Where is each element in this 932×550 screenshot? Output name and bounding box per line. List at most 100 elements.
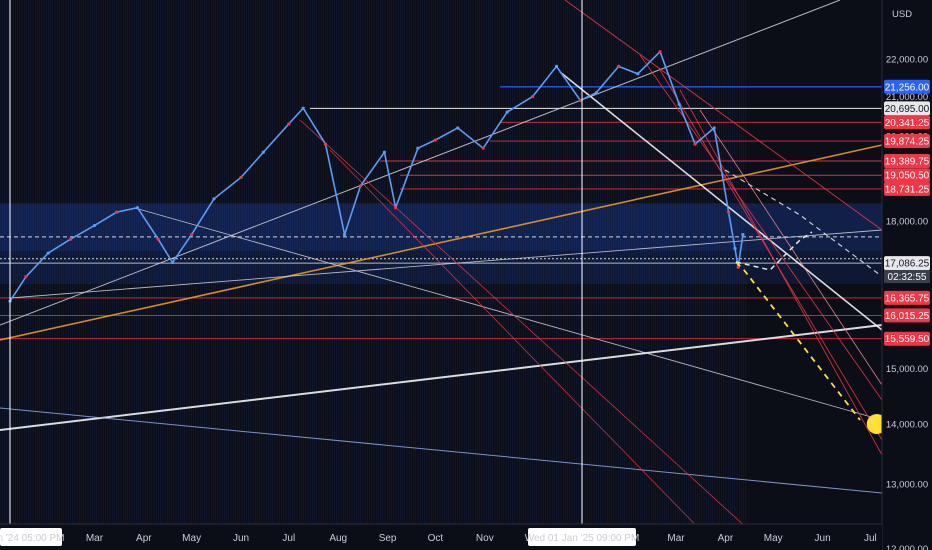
price-point bbox=[578, 98, 583, 103]
price-level-tag: 16,365.75 bbox=[884, 290, 930, 305]
fan-line bbox=[299, 119, 761, 541]
price-point bbox=[24, 275, 28, 279]
price-level-value: 19,389.75 bbox=[885, 156, 930, 167]
price-level-tag-bg bbox=[884, 331, 930, 346]
price-level-tag: 20,695.00 bbox=[884, 101, 930, 116]
price-point bbox=[382, 150, 387, 154]
price-level-tag-bg bbox=[884, 79, 930, 94]
price-level-tag-bg bbox=[884, 101, 930, 116]
countdown-label: 02:32:55 bbox=[888, 272, 927, 283]
time-tick-label: Jul bbox=[282, 533, 295, 544]
price-level-tag: 18,731.25 bbox=[884, 181, 930, 196]
price-level-value: 16,365.75 bbox=[885, 293, 930, 304]
crosshair-lines bbox=[9, 0, 583, 524]
fan-line bbox=[639, 54, 883, 401]
crosshair-time-value: n '24 05:00 PM bbox=[0, 533, 64, 544]
fan-line bbox=[699, 109, 883, 386]
price-point bbox=[301, 106, 305, 110]
price-point bbox=[135, 206, 140, 210]
time-axis[interactable]: Mar Apr May Jun Jul Aug Sep Oct Nov Mar Apr May Jun J… bbox=[0, 523, 882, 550]
time-tick-label: Jul bbox=[864, 533, 877, 544]
price-level-value: 17,086.25 bbox=[885, 259, 930, 270]
price-series bbox=[8, 50, 745, 303]
price-point bbox=[636, 72, 640, 76]
price-axis[interactable]: 22,000.0021,000.0020,000.0018,000.0015,0… bbox=[881, 0, 932, 550]
price-level-tag: 20,341.25 bbox=[884, 115, 930, 130]
support-zone bbox=[0, 250, 882, 285]
price-level-tag-bg bbox=[884, 181, 930, 196]
price-level-tag-bg bbox=[884, 168, 930, 183]
price-level-value: 20,695.00 bbox=[885, 104, 930, 115]
resistance-zone bbox=[0, 203, 882, 251]
price-point bbox=[212, 197, 216, 201]
price-tick-label: 15,000.00 bbox=[886, 364, 928, 375]
time-tick-label: May bbox=[764, 533, 783, 544]
time-tick-label: Mar bbox=[667, 533, 685, 544]
resistance-trendline bbox=[564, 0, 883, 231]
price-level-tag: 19,389.75 bbox=[884, 153, 930, 168]
time-tick-label: Apr bbox=[718, 533, 734, 544]
price-point bbox=[554, 64, 559, 68]
price-point bbox=[617, 64, 621, 68]
price-point bbox=[239, 175, 243, 179]
price-point bbox=[46, 251, 50, 255]
lower-channel-trendline bbox=[0, 407, 883, 494]
price-level-tag: 16,015.25 bbox=[884, 308, 930, 323]
crosshair-time-tag: n '24 05:00 PM bbox=[0, 528, 64, 546]
long-support-trendline bbox=[0, 324, 883, 431]
price-level-tag-bg bbox=[884, 153, 930, 168]
descending-trendline bbox=[134, 207, 883, 421]
price-level-value: 18,731.25 bbox=[885, 184, 930, 195]
fan-line bbox=[329, 149, 721, 550]
currency-label[interactable]: USD bbox=[892, 9, 912, 20]
price-level-value: 19,874.25 bbox=[885, 137, 930, 148]
price-point bbox=[693, 142, 697, 146]
price-point bbox=[92, 223, 97, 228]
projection-path-up bbox=[735, 231, 813, 271]
price-point bbox=[594, 91, 598, 95]
crosshair-time-tag-bg bbox=[528, 528, 636, 546]
price-point bbox=[741, 233, 745, 237]
price-point bbox=[156, 237, 160, 241]
price-point bbox=[712, 126, 716, 130]
price-level-tag: 19,050.50 bbox=[884, 168, 930, 183]
price-level-tag: 19,874.25 bbox=[884, 134, 930, 149]
price-point bbox=[433, 138, 438, 142]
price-point bbox=[736, 265, 740, 269]
price-point bbox=[531, 94, 535, 99]
price-point bbox=[358, 184, 363, 188]
price-point bbox=[677, 102, 681, 106]
price-level-value: 21,256.00 bbox=[885, 82, 930, 93]
price-level-tag: 15,559.50 bbox=[884, 331, 930, 346]
price-tick-label: 18,000.00 bbox=[886, 217, 928, 228]
time-tick-label: Aug bbox=[329, 533, 347, 544]
fan-line bbox=[679, 89, 883, 456]
time-tick-label: Jun bbox=[815, 533, 831, 544]
mid-trendline bbox=[9, 229, 883, 299]
crosshair-time-tag: Wed 01 Jan '25 09:00 PM bbox=[525, 528, 640, 546]
price-point bbox=[505, 110, 509, 114]
trendlines bbox=[0, 0, 883, 550]
price-point bbox=[658, 50, 662, 54]
price-point bbox=[323, 142, 328, 146]
time-tick-label: Mar bbox=[86, 533, 104, 544]
crosshair-time-tag-bg bbox=[0, 528, 62, 546]
price-point bbox=[261, 150, 265, 154]
price-level-value: 19,050.50 bbox=[885, 171, 930, 182]
price-tick-label: 22,000.00 bbox=[886, 55, 928, 66]
crosshair-time-value: Wed 01 Jan '25 09:00 PM bbox=[525, 533, 640, 544]
price-tick-label: 12,000.00 bbox=[886, 544, 928, 550]
price-level-value: 16,015.25 bbox=[885, 311, 930, 322]
bear-channel-trendline bbox=[559, 71, 883, 331]
price-level-tag: 21,256.00 bbox=[884, 79, 930, 94]
price-point bbox=[342, 233, 347, 237]
price-point bbox=[481, 146, 485, 150]
orange-trendline bbox=[0, 144, 883, 341]
time-tick-label: Oct bbox=[428, 533, 444, 544]
price-point bbox=[170, 260, 175, 265]
price-tick-label: 21,000.00 bbox=[886, 92, 928, 103]
price-point bbox=[733, 246, 737, 251]
